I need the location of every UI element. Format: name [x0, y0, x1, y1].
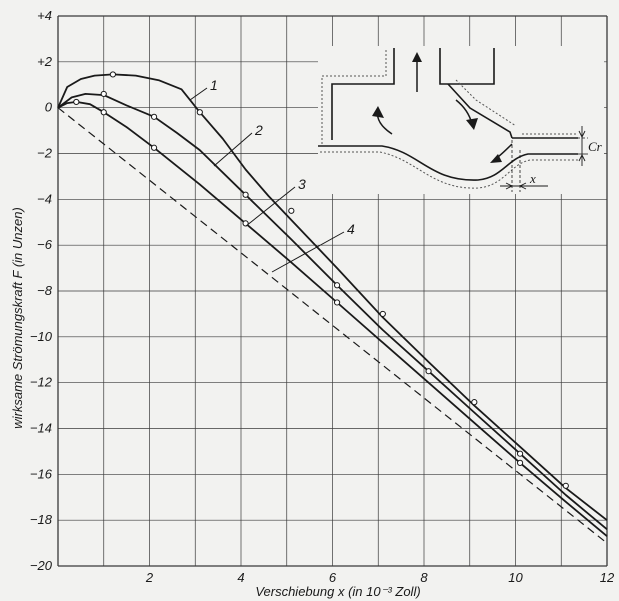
y-tick-label: −8: [37, 283, 53, 298]
data-point-series-2: [150, 113, 158, 120]
data-point-series-3: [150, 144, 158, 151]
cr-arrow-top: [578, 130, 586, 139]
curve-label-leader: [271, 231, 345, 273]
data-point-series-2: [425, 368, 432, 375]
data-point-series-2: [100, 90, 107, 98]
data-point-series-3: [100, 109, 107, 116]
right-housing-wall: [439, 48, 495, 85]
data-point-series-3: [333, 299, 341, 306]
data-point-series-1: [288, 207, 295, 214]
curve-label-leader: [189, 87, 208, 101]
y-tick-label: −6: [37, 237, 53, 252]
inset-background: [318, 46, 604, 194]
series-group: [57, 71, 608, 544]
x-tick-label: 6: [329, 570, 337, 585]
curve-label-leader: [245, 186, 296, 227]
data-point-series-1: [196, 109, 203, 116]
y-tick-label: −14: [30, 421, 52, 436]
y-tick-label: −4: [37, 191, 52, 206]
curve-label-3: 3: [298, 176, 306, 192]
left-housing-hatch: [321, 48, 387, 144]
y-tick-label: −20: [30, 558, 53, 573]
y-tick-label: +4: [37, 8, 52, 23]
x-arrow-left: [505, 182, 514, 190]
cr-arrow-bottom: [578, 153, 586, 162]
gap-flow-arrowhead: [490, 154, 502, 163]
data-point-series-1: [562, 482, 569, 489]
data-point-series-2: [333, 282, 341, 289]
data-point-series-3: [516, 459, 524, 466]
spool-contour: [318, 145, 578, 181]
inset-label-cr: Cr: [588, 139, 603, 154]
y-axis-label: wirksame Strömungskraft F (in Unzen): [10, 207, 25, 429]
data-point-series-1: [379, 310, 386, 318]
data-point-series-3: [73, 98, 80, 106]
x-tick-label: 10: [508, 570, 523, 585]
curve-label-1: 1: [210, 77, 218, 93]
curve-label-leader: [213, 132, 253, 167]
data-point-series-1: [471, 399, 478, 406]
y-axis-ticks: +4 +2 0 −2 −4 −6 −8 −10 −12 −14 −16 −18 −20: [30, 8, 53, 573]
outflow-arrowhead: [412, 52, 422, 62]
y-tick-label: +2: [37, 54, 53, 69]
x-arrow-right: [518, 182, 527, 190]
y-tick-label: −18: [30, 512, 53, 527]
data-point-series-1: [109, 71, 117, 78]
inset-label-x: x: [529, 171, 536, 186]
x-axis-ticks: 2 4 6 8 10 12: [145, 570, 615, 585]
right-flow-arrowhead: [466, 118, 478, 130]
data-point-series-2: [516, 450, 524, 457]
y-tick-label: −12: [30, 375, 53, 390]
y-tick-label: −10: [30, 329, 53, 344]
y-tick-label: −2: [37, 146, 53, 161]
y-tick-label: −16: [30, 466, 53, 481]
left-housing-wall: [331, 48, 395, 140]
series-line-1: [57, 73, 608, 521]
curve-label-4: 4: [347, 221, 355, 237]
x-tick-label: 4: [237, 570, 244, 585]
curve-labels: 1 2 3 4: [210, 77, 355, 237]
x-axis-label: Verschiebung x (in 10⁻³ Zoll): [255, 584, 420, 599]
curve-label-2: 2: [254, 122, 263, 138]
x-tick-label: 12: [600, 570, 615, 585]
data-point-series-2: [242, 191, 249, 198]
y-tick-label: 0: [45, 100, 53, 115]
right-valve-seat: [447, 83, 513, 139]
valve-inset-diagram: Cr x: [318, 46, 604, 194]
x-tick-label: 2: [145, 570, 154, 585]
curve-label-leaders: [189, 87, 345, 273]
spool-hatch: [320, 151, 578, 189]
left-flow-arrowhead: [372, 106, 384, 118]
x-tick-label: 8: [420, 570, 428, 585]
valve-seat-hatch: [455, 79, 517, 127]
